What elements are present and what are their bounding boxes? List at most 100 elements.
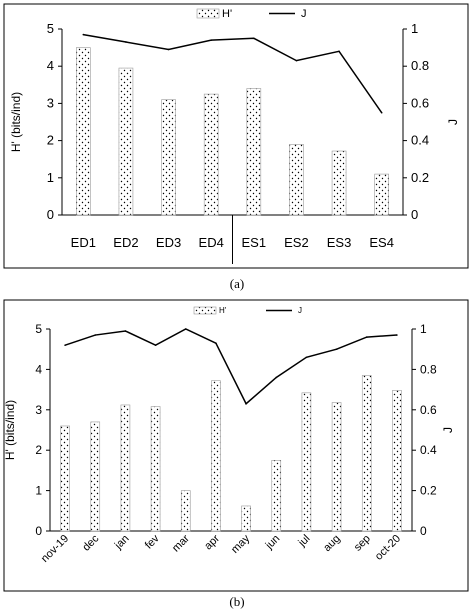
chart-panel-a: 0 1 2 3 4 5 0 0.2 0.4 0.6 0.8 1 H' (bits/ind) J ED1 ED2… [3, 3, 469, 291]
bar-nov-19 [60, 425, 70, 532]
y-tick-label: 0 [47, 207, 54, 222]
y2-tick-label: 0.2 [420, 484, 437, 498]
category-label: ED2 [113, 235, 138, 250]
category-label: jul [296, 533, 313, 550]
y2-tick-label: 0 [411, 207, 418, 222]
y-tick-label: 1 [35, 484, 42, 498]
line-point-ES3 [338, 50, 340, 53]
series-line-J [64, 328, 397, 405]
bar-may [241, 505, 251, 532]
line-point-aug [335, 348, 338, 351]
bar-ED2 [118, 67, 134, 216]
bar-sep [361, 375, 372, 532]
line-point-jul [305, 356, 308, 359]
y2-tick-label: 0.2 [411, 170, 429, 185]
line-point-jan [124, 330, 127, 332]
category-label: apr [202, 532, 222, 552]
line-point-sep [365, 336, 368, 338]
y-tick-label: 5 [47, 21, 54, 36]
y-axis-label: H' (bits/ind) [9, 92, 23, 152]
category-label: nov-19 [39, 533, 71, 565]
y2-tick-label: 0.8 [411, 58, 429, 73]
line-point-mar [184, 328, 187, 330]
legend-label-bar: H' [219, 306, 227, 315]
category-label: ED3 [156, 235, 181, 250]
bar-jun [271, 459, 282, 532]
y-tick-label: 3 [35, 403, 42, 417]
chart-panel-b: 0 1 2 3 4 5 0 0.2 0.4 0.6 0.8 1 H' (bits/ind) Jnov-19… [3, 299, 469, 609]
category-label: ES4 [369, 235, 394, 250]
legend-label-bar: H' [222, 8, 232, 20]
y2-tick-label: 0.6 [420, 403, 437, 417]
y2-tick-label: 0 [420, 524, 427, 538]
line-point-dec [94, 334, 97, 336]
y2-tick-label: 0.6 [411, 95, 429, 110]
y-tick-label: 4 [35, 362, 42, 376]
y-tick-label: 5 [35, 322, 42, 336]
y2-tick-label: 0.8 [420, 362, 437, 376]
line-point-ED2 [125, 41, 127, 43]
category-label: ES1 [242, 235, 267, 250]
bar-ES2 [289, 144, 304, 216]
bar-oct-20 [392, 390, 402, 532]
y-tick-label: 0 [35, 524, 42, 538]
bar-jan [120, 404, 131, 532]
y2-tick-label: 0.4 [411, 133, 429, 148]
category-label: dec [80, 532, 101, 553]
panel-caption: (b) [229, 594, 244, 609]
category-label: aug [321, 533, 342, 554]
category-label: ES3 [327, 235, 352, 250]
line-point-ED4 [210, 39, 212, 41]
line-point-oct-20 [396, 334, 398, 336]
y-tick-label: 3 [47, 95, 54, 110]
y-axis-label: H' (bits/ind) [3, 400, 17, 460]
bar-ES1 [246, 88, 262, 216]
legend-swatch-bar [193, 306, 217, 315]
bar-apr [211, 380, 221, 532]
series-line-J [83, 33, 383, 114]
category-label: ES2 [284, 235, 309, 250]
y2-tick-label: 1 [411, 21, 418, 36]
bar-ES4 [374, 173, 389, 216]
bar-aug [331, 402, 342, 532]
category-label: ED1 [71, 235, 96, 250]
legend-label-line: J [298, 306, 302, 315]
legend-label-line: J [301, 8, 307, 20]
bar-ED4 [203, 93, 219, 216]
line-point-apr [215, 342, 217, 344]
category-label: jan [112, 533, 132, 553]
y-tick-label: 4 [47, 58, 54, 73]
line-point-nov-19 [64, 344, 66, 346]
bar-dec [90, 421, 101, 532]
panel-border [3, 3, 469, 269]
line-point-ED1 [82, 33, 85, 36]
category-label: oct-20 [373, 533, 403, 563]
y-tick-label: 2 [47, 133, 54, 148]
line-point-jun [275, 376, 278, 379]
panel-border [3, 299, 469, 592]
line-point-ES1 [253, 37, 255, 40]
bar-ED3 [161, 99, 176, 216]
category-label: sep [352, 533, 373, 554]
bar-ED1 [76, 47, 91, 216]
category-label: ED4 [199, 235, 224, 250]
category-label: mar [170, 532, 192, 554]
y2-axis-label: J [446, 119, 460, 125]
y-tick-label: 1 [47, 170, 54, 185]
legend-swatch-bar [196, 8, 220, 19]
line-point-ES4 [380, 111, 383, 114]
bar-jul [301, 392, 312, 532]
y-tick-label: 2 [35, 443, 42, 457]
bar-ES3 [331, 150, 347, 216]
line-point-may [245, 402, 247, 405]
panel-caption: (a) [230, 276, 244, 291]
y2-tick-label: 0.4 [420, 443, 437, 457]
bar-mar [180, 490, 191, 532]
y2-tick-label: 1 [420, 322, 427, 336]
line-point-ES2 [295, 59, 298, 62]
line-point-ED3 [167, 48, 170, 51]
category-label: fev [143, 532, 162, 551]
category-label: jun [263, 533, 283, 553]
bar-fev [150, 406, 161, 532]
